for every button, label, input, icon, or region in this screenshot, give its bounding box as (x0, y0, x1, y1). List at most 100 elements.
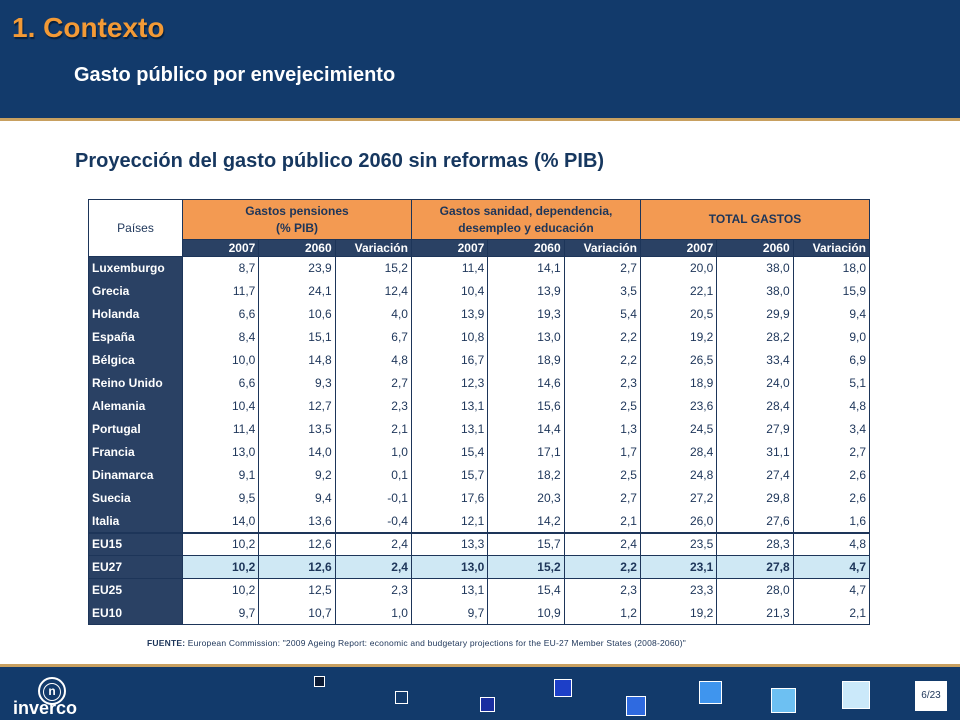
table-row: Italia 14,0 13,6 -0,4 12,1 14,2 2,1 26,0 27,6 1,6 (88, 509, 871, 533)
value-cell: 23,6 (639, 394, 718, 418)
decorative-square-icon (480, 697, 495, 712)
country-cell: Luxemburgo (88, 256, 183, 280)
value-cell: 2,3 (563, 578, 641, 602)
decorative-square-icon (554, 679, 572, 697)
value-cell: 4,7 (792, 578, 871, 602)
value-cell: -0,1 (334, 486, 412, 510)
table-row: EU10 9,7 10,7 1,0 9,7 10,9 1,2 19,2 21,3 2,1 (88, 601, 871, 625)
header-total: TOTAL GASTOS (639, 199, 871, 240)
value-cell: 27,2 (639, 486, 718, 510)
source-text: European Commission: "2009 Ageing Report… (185, 638, 686, 648)
value-cell: 2,6 (792, 486, 871, 510)
value-cell: 1,7 (563, 440, 641, 464)
value-cell: 28,4 (639, 440, 718, 464)
value-cell: 13,5 (258, 417, 336, 441)
source-label: FUENTE: (147, 638, 186, 648)
value-cell: 15,2 (487, 555, 565, 579)
header-countries: Países (88, 199, 183, 257)
value-cell: 2,5 (563, 394, 641, 418)
value-cell: 24,0 (716, 371, 794, 395)
subheader-2007: 2007 (639, 239, 718, 257)
header-pensions: Gastos pensiones (% PIB) (182, 199, 412, 240)
value-cell: 24,8 (639, 463, 718, 487)
value-cell: 13,6 (258, 509, 336, 533)
subheader-2060: 2060 (487, 239, 565, 257)
value-cell: 2,3 (563, 371, 641, 395)
table-row: Luxemburgo 8,7 23,9 15,2 11,4 14,1 2,7 20,0 38,0… (88, 256, 871, 280)
value-cell: 27,6 (716, 509, 794, 533)
value-cell: 13,3 (410, 531, 489, 556)
header-bar (0, 0, 960, 118)
country-cell: Bélgica (88, 348, 183, 372)
logo-letter: n (43, 683, 61, 701)
value-cell: 2,7 (563, 486, 641, 510)
value-cell: -0,4 (334, 509, 412, 533)
value-cell: 5,1 (792, 371, 871, 395)
value-cell: 28,4 (716, 394, 794, 418)
table-row: Suecia 9,5 9,4 -0,1 17,6 20,3 2,7 27,2 29,8 2,6 (88, 486, 871, 510)
value-cell: 1,3 (563, 417, 641, 441)
footer-bar (0, 667, 960, 720)
value-cell: 26,5 (639, 348, 718, 372)
table-row: EU27 10,2 12,6 2,4 13,0 15,2 2,2 23,1 27,8 4,7 (88, 555, 871, 579)
value-cell: 12,6 (258, 555, 336, 579)
value-cell: 19,3 (487, 302, 565, 326)
country-cell: Holanda (88, 302, 183, 326)
value-cell: 8,4 (181, 325, 260, 349)
value-cell: 13,1 (410, 417, 489, 441)
country-cell: Reino Unido (88, 371, 183, 395)
value-cell: 2,1 (563, 509, 641, 533)
value-cell: 10,4 (181, 394, 260, 418)
value-cell: 14,0 (181, 509, 260, 533)
decorative-square-icon (314, 676, 325, 687)
footer-divider (0, 664, 960, 667)
value-cell: 9,7 (410, 601, 489, 625)
decorative-square-icon (842, 681, 870, 709)
source-note: FUENTE: European Commission: "2009 Agein… (147, 638, 686, 648)
value-cell: 2,4 (334, 555, 412, 579)
country-cell: EU15 (88, 531, 183, 556)
value-cell: 15,4 (410, 440, 489, 464)
country-cell: España (88, 325, 183, 349)
value-cell: 15,7 (410, 463, 489, 487)
value-cell: 11,4 (181, 417, 260, 441)
table-row: Alemania 10,4 12,7 2,3 13,1 15,6 2,5 23,6 28,4 4,… (88, 394, 871, 418)
value-cell: 13,1 (410, 578, 489, 602)
value-cell: 11,7 (181, 279, 260, 303)
decorative-square-icon (626, 696, 646, 716)
value-cell: 27,8 (716, 555, 794, 579)
value-cell: 15,1 (258, 325, 336, 349)
value-cell: 18,9 (639, 371, 718, 395)
value-cell: 23,1 (639, 555, 718, 579)
subheader-2007: 2007 (181, 239, 260, 257)
value-cell: 4,8 (792, 394, 871, 418)
header-pensions-line1: Gastos pensiones (245, 203, 349, 218)
value-cell: 10,2 (181, 578, 260, 602)
value-cell: 6,6 (181, 371, 260, 395)
subheader-2007: 2007 (410, 239, 489, 257)
value-cell: 13,0 (410, 555, 489, 579)
section-subtitle: Gasto público por envejecimiento (74, 64, 396, 86)
value-cell: 2,4 (334, 531, 412, 556)
table-row: EU25 10,2 12,5 2,3 13,1 15,4 2,3 23,3 28,0 4,7 (88, 578, 871, 602)
table-row: España 8,4 15,1 6,7 10,8 13,0 2,2 19,2 28,2 9,0 (88, 325, 871, 349)
value-cell: 10,0 (181, 348, 260, 372)
value-cell: 9,7 (181, 601, 260, 625)
country-cell: EU27 (88, 555, 183, 579)
value-cell: 15,4 (487, 578, 565, 602)
value-cell: 12,5 (258, 578, 336, 602)
value-cell: 10,9 (487, 601, 565, 625)
value-cell: 20,5 (639, 302, 718, 326)
value-cell: 13,0 (181, 440, 260, 464)
value-cell: 29,9 (716, 302, 794, 326)
country-cell: Italia (88, 509, 183, 533)
value-cell: 3,4 (792, 417, 871, 441)
subheader-variacion: Variación (792, 239, 871, 257)
table-row: Portugal 11,4 13,5 2,1 13,1 14,4 1,3 24,5 27,9 3,… (88, 417, 871, 441)
value-cell: 14,0 (258, 440, 336, 464)
value-cell: 2,1 (334, 417, 412, 441)
value-cell: 9,4 (792, 302, 871, 326)
subheader-2060: 2060 (258, 239, 336, 257)
value-cell: 10,4 (410, 279, 489, 303)
decorative-square-icon (771, 688, 796, 713)
